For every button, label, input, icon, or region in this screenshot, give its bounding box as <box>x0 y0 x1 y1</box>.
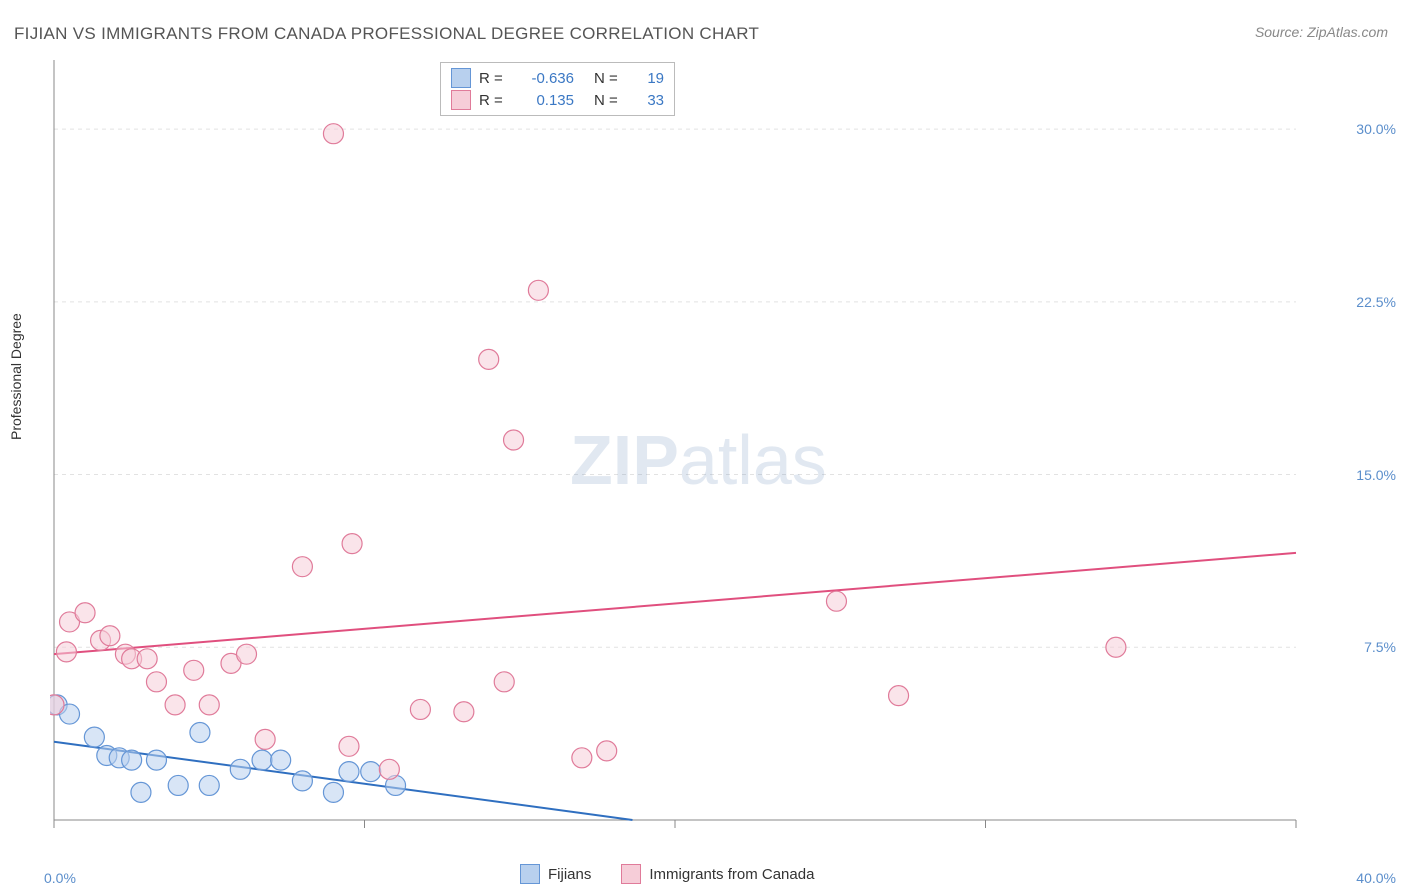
y-tick-label: 30.0% <box>1356 121 1396 137</box>
r-label: R = <box>479 70 511 87</box>
r-value: -0.636 <box>519 70 574 87</box>
x-tick-label: 40.0% <box>1356 870 1396 886</box>
legend-item: Immigrants from Canada <box>621 864 814 884</box>
legend-swatch <box>621 864 641 884</box>
y-tick-label: 22.5% <box>1356 294 1396 310</box>
n-value: 33 <box>634 92 664 109</box>
legend-label: Immigrants from Canada <box>649 866 814 883</box>
n-label: N = <box>582 70 626 87</box>
y-axis-label: Professional Degree <box>8 313 24 440</box>
n-label: N = <box>582 92 626 109</box>
chart-container: FIJIAN VS IMMIGRANTS FROM CANADA PROFESS… <box>0 0 1406 892</box>
x-tick-label: 0.0% <box>44 870 76 886</box>
scatter-plot <box>50 60 1350 850</box>
y-tick-label: 15.0% <box>1356 467 1396 483</box>
r-value: 0.135 <box>519 92 574 109</box>
y-tick-label: 7.5% <box>1364 639 1396 655</box>
n-value: 19 <box>634 70 664 87</box>
r-label: R = <box>479 92 511 109</box>
legend-row: R = -0.636 N = 19 <box>451 67 664 89</box>
source-label: Source: ZipAtlas.com <box>1255 24 1388 40</box>
legend-swatch <box>451 90 471 110</box>
legend-swatch <box>520 864 540 884</box>
chart-title: FIJIAN VS IMMIGRANTS FROM CANADA PROFESS… <box>14 24 759 44</box>
legend-item: Fijians <box>520 864 591 884</box>
legend-row: R = 0.135 N = 33 <box>451 89 664 111</box>
legend-label: Fijians <box>548 866 591 883</box>
correlation-legend: R = -0.636 N = 19 R = 0.135 N = 33 <box>440 62 675 116</box>
series-legend: Fijians Immigrants from Canada <box>520 864 814 884</box>
legend-swatch <box>451 68 471 88</box>
